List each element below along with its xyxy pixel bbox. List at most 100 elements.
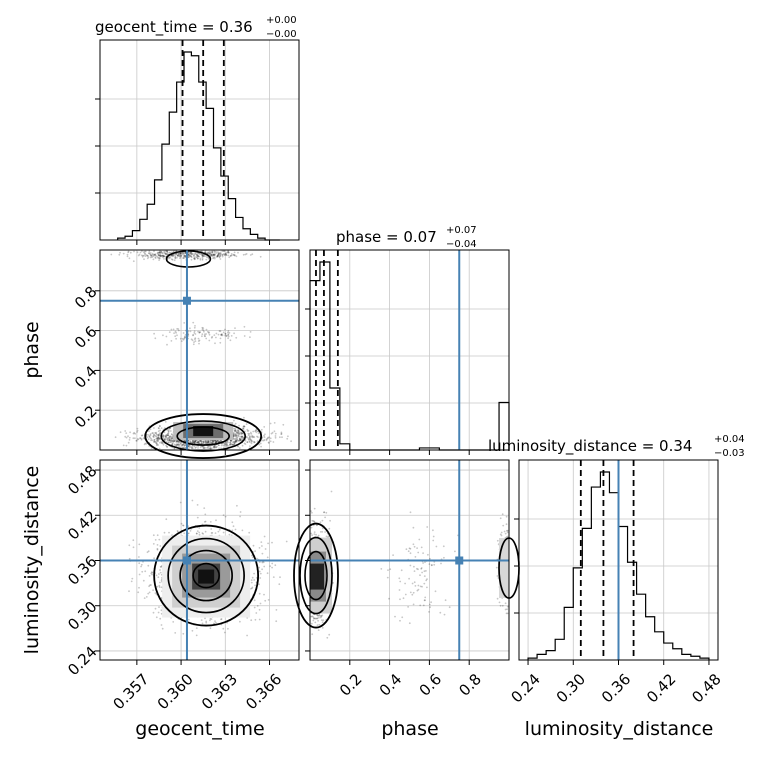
sample-point [160,251,162,254]
sample-point [127,250,130,253]
sample-point [229,339,232,342]
sample-point [234,428,237,431]
sample-point [144,253,147,256]
sample-point [170,433,173,435]
sample-point [179,257,181,260]
sample-point [153,439,156,441]
sample-point [198,339,201,342]
sample-point [133,431,136,434]
sample-point [258,547,261,549]
sample-point [202,446,205,449]
sample-point [316,617,318,620]
sample-point [187,440,190,442]
sample-point [239,439,242,441]
sample-point [233,442,236,445]
sample-point [166,445,168,448]
sample-point [413,565,415,568]
sample-point [237,429,240,431]
sample-point [171,439,173,442]
sample-point [235,430,238,433]
sample-point [138,573,141,576]
sample-point [428,611,430,613]
panel-frame [99,39,300,241]
sample-point [168,438,171,441]
sample-point [176,328,179,330]
sample-point [158,257,161,260]
sample-point [233,442,236,444]
sample-point [432,539,435,542]
sample-point [244,439,247,442]
sample-point [230,335,233,337]
sample-point [184,252,187,254]
sample-point [153,434,156,436]
sample-point [405,548,408,551]
sample-point [198,331,201,333]
sample-point [167,439,169,442]
sample-point [206,441,209,444]
sample-point [224,328,226,331]
sample-point [220,439,223,442]
sample-point [157,437,160,440]
sample-point [155,438,158,440]
sample-point [210,447,213,450]
sample-point [409,547,412,550]
sample-point [196,256,198,259]
sample-point [498,601,501,604]
sample-point [211,335,214,338]
sample-point [225,254,228,256]
sample-point [231,443,234,446]
sample-point [183,446,185,449]
sample-point [129,251,132,254]
sample-point [160,442,163,445]
sample-point [251,587,253,590]
sample-point [151,432,154,434]
sample-point [212,439,214,442]
sample-point [119,251,121,254]
sample-point [177,254,179,257]
sample-point [205,620,208,623]
sample-point [266,572,269,575]
sample-point [202,447,205,449]
sample-point [234,440,237,443]
truth-marker [182,296,191,305]
sample-point [136,439,138,442]
sample-point [189,440,192,442]
sample-point [413,581,416,584]
sample-point [157,434,160,437]
sample-point [424,599,426,602]
sample-point [328,633,331,636]
sample-point [227,251,230,254]
sample-point [191,440,194,442]
sample-point [147,256,150,258]
sample-point [173,250,175,253]
sample-point [168,435,171,438]
sample-point [207,441,210,443]
sample-point [172,253,174,256]
sample-point [318,616,320,619]
sample-point [201,442,204,445]
sample-point [251,440,253,442]
sample-point [504,608,507,611]
sample-point [228,251,230,254]
sample-point [248,437,251,440]
sample-point [221,254,224,257]
sample-point [229,444,231,446]
sample-point [208,331,210,334]
sample-point [163,255,166,258]
sample-point [156,585,159,588]
sample-point [154,592,157,594]
sample-point [177,440,180,443]
sample-point [169,430,172,432]
sample-point [215,446,218,449]
xlabel-luminosity-distance: luminosity_distance [525,718,714,740]
sample-point [137,254,140,257]
sample-point [138,586,140,589]
truth-marker [455,556,464,565]
sample-point [173,440,175,443]
sample-point [139,437,142,439]
sample-point [160,255,162,258]
x-tick-label: 0.2 [336,670,366,700]
sample-point [312,619,315,622]
sample-point [171,442,174,445]
sample-point [158,437,161,440]
